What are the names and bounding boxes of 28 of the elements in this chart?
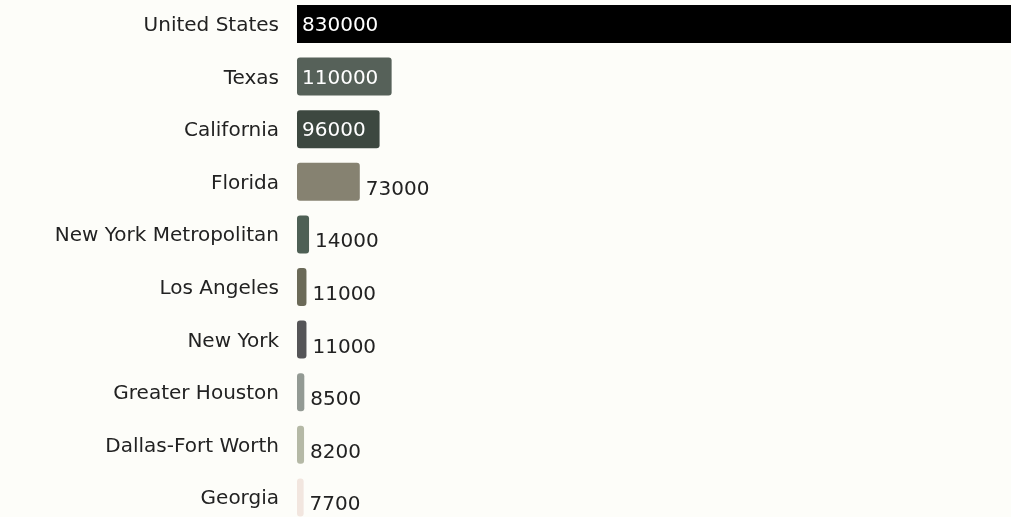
- data-label: 8200: [310, 438, 361, 463]
- y-tick-label: Dallas-Fort Worth: [105, 432, 279, 457]
- y-tick-label: United States: [143, 12, 279, 36]
- data-label: 7700: [309, 491, 361, 516]
- bar: [297, 373, 305, 412]
- y-tick-label: New York Metropolitan: [54, 222, 279, 247]
- data-label: 11000: [312, 281, 377, 305]
- y-tick-label: Florida: [210, 169, 279, 194]
- bar: [297, 5, 1011, 43]
- bar: [297, 478, 304, 517]
- data-label: 11000: [312, 333, 377, 358]
- y-tick-label: New York: [187, 327, 280, 352]
- y-tick-label: Texas: [222, 64, 279, 89]
- bar: [297, 320, 307, 359]
- data-label: 110000: [302, 64, 379, 89]
- y-tick-label: Georgia: [200, 485, 279, 510]
- bar: [297, 425, 305, 464]
- data-label: 14000: [315, 228, 379, 253]
- data-label: 96000: [302, 117, 366, 142]
- bar: [297, 268, 307, 306]
- bar: [297, 215, 310, 254]
- data-label: 73000: [365, 175, 430, 200]
- data-label: 8500: [310, 386, 362, 411]
- y-tick-label: Greater Houston: [113, 380, 279, 405]
- data-label: 830000: [302, 12, 379, 36]
- bar: [297, 162, 360, 201]
- y-tick-label: Los Angeles: [159, 275, 279, 299]
- y-tick-label: California: [184, 117, 279, 142]
